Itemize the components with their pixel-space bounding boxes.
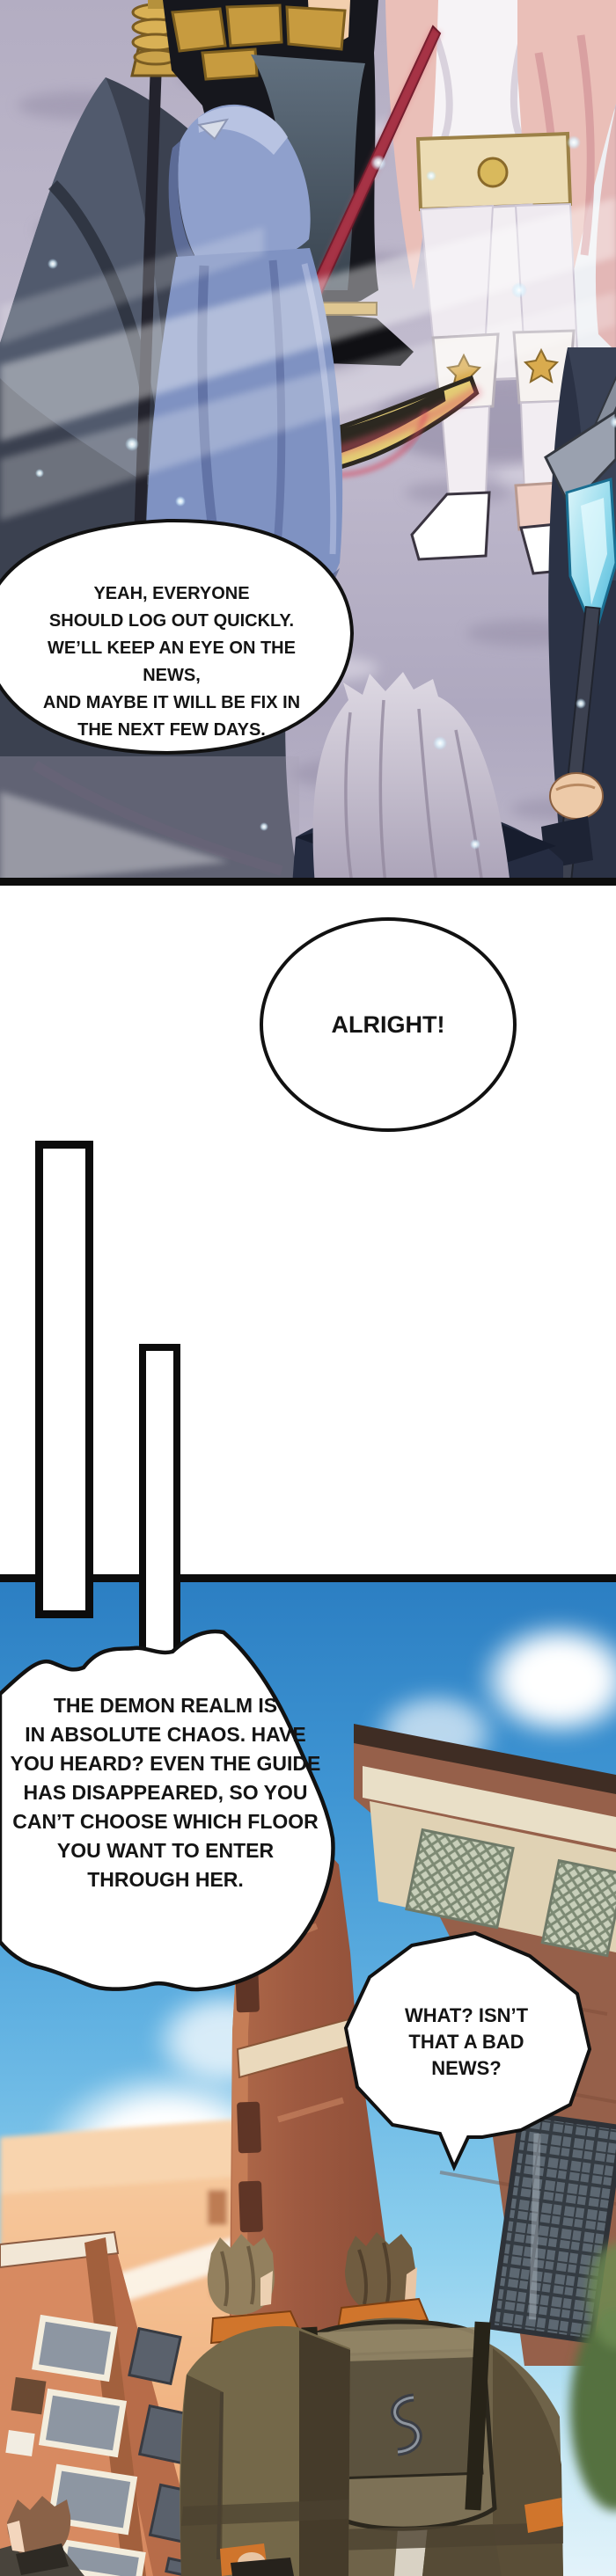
speech-bubble-alright: ALRIGHT! [260,917,517,1132]
foliage [570,2243,616,2511]
panel-city [0,1574,616,2576]
speech-text-alright: ALRIGHT! [331,1011,445,1038]
pedestrian [0,2496,84,2576]
spear-hand [549,772,604,820]
silver-haired-figure [292,672,563,886]
soldier-left [180,2234,350,2576]
city-art [0,1724,616,2576]
pink-hair-left [385,0,438,290]
speech-bubble-yeah [0,518,355,755]
transition-bar-2 [139,1344,180,1660]
left-building [0,2230,214,2576]
crystal-spear-figure [541,347,616,886]
panel-battlefield: YEAH, EVERYONE SHOULD LOG OUT QUICKLY. W… [0,0,616,886]
panel-divider-top [0,878,616,886]
knight-gold-belt [171,4,347,81]
white-boot-2 [410,491,491,561]
transition-bar-1 [35,1141,93,1618]
battlefield-art [0,0,616,886]
light-beams [0,198,616,886]
panel-divider-bottom [0,1574,616,1582]
